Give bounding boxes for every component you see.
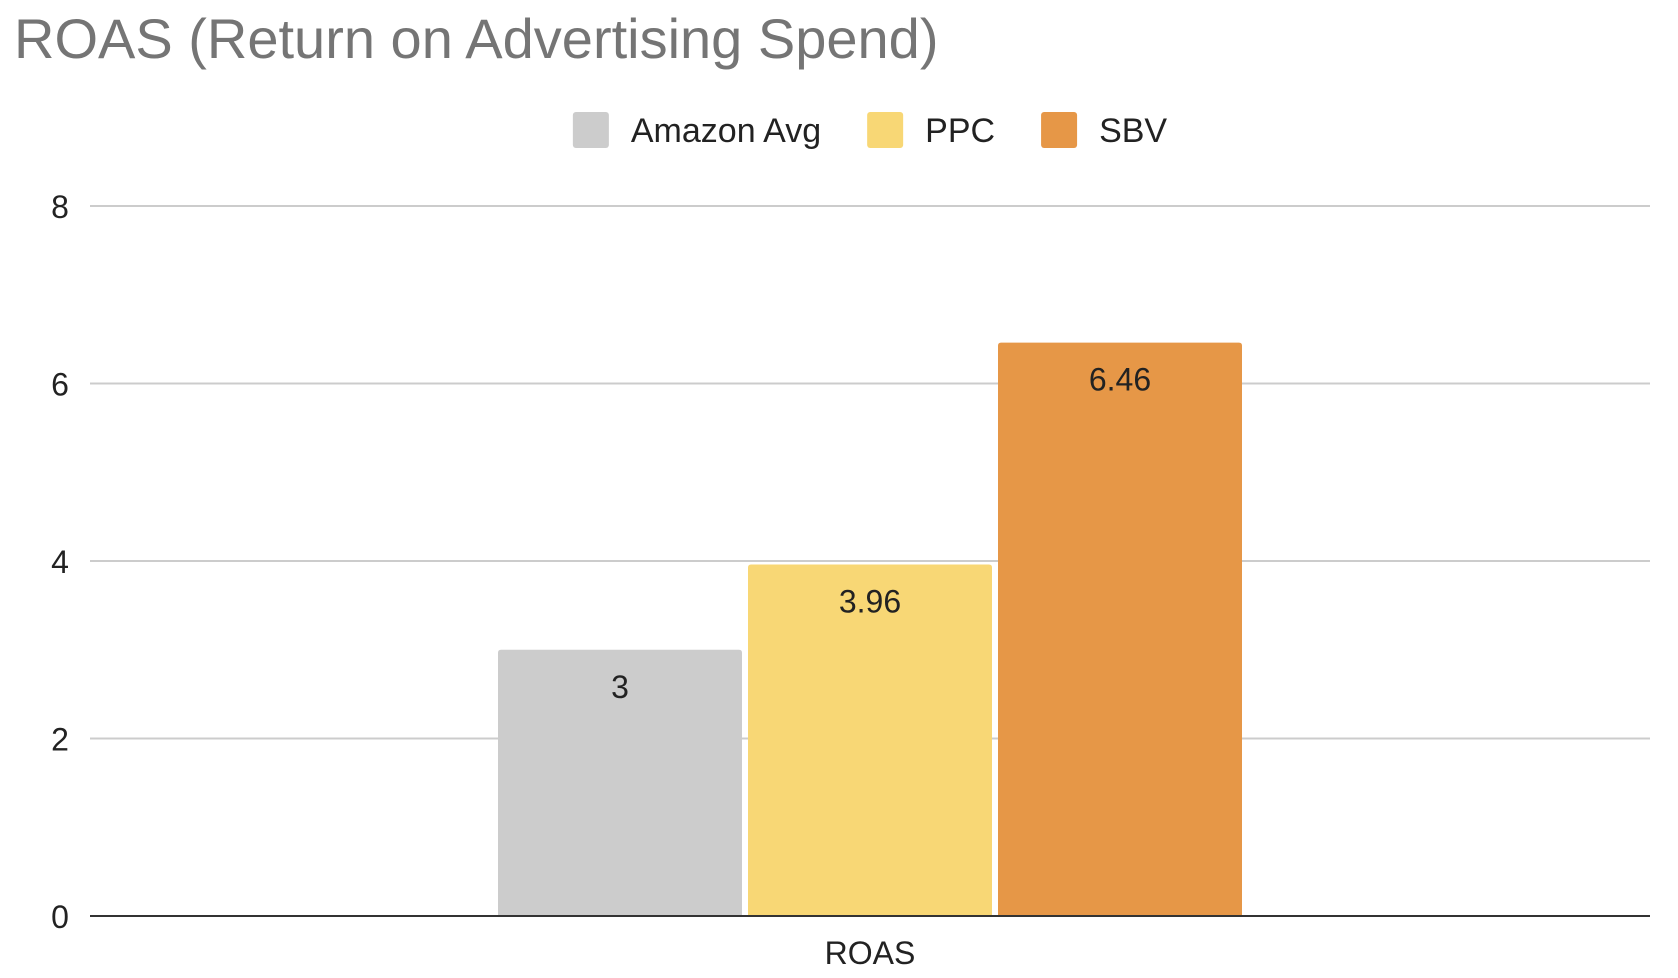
chart-title: ROAS (Return on Advertising Spend) [14,7,939,70]
legend-swatch-sbv [1041,112,1078,148]
legend-label: PPC [925,112,995,150]
data-label: 6.46 [1089,362,1151,398]
legend-label: Amazon Avg [631,112,821,150]
bar-ppc [748,564,992,916]
y-tick-label: 0 [51,899,69,935]
bar-amazon-avg [498,649,742,916]
y-tick-label: 2 [51,722,69,758]
legend-swatch-amazon-avg [572,112,609,148]
data-label: 3.96 [839,584,901,620]
data-label: 3 [611,669,629,705]
y-tick-label: 6 [51,367,69,403]
legend-swatch-ppc [867,112,904,148]
x-tick-label: ROAS [825,935,916,971]
y-tick-label: 8 [51,189,69,225]
y-tick-label: 4 [51,544,69,580]
bar-sbv [998,342,1242,916]
legend-label: SBV [1099,112,1167,150]
